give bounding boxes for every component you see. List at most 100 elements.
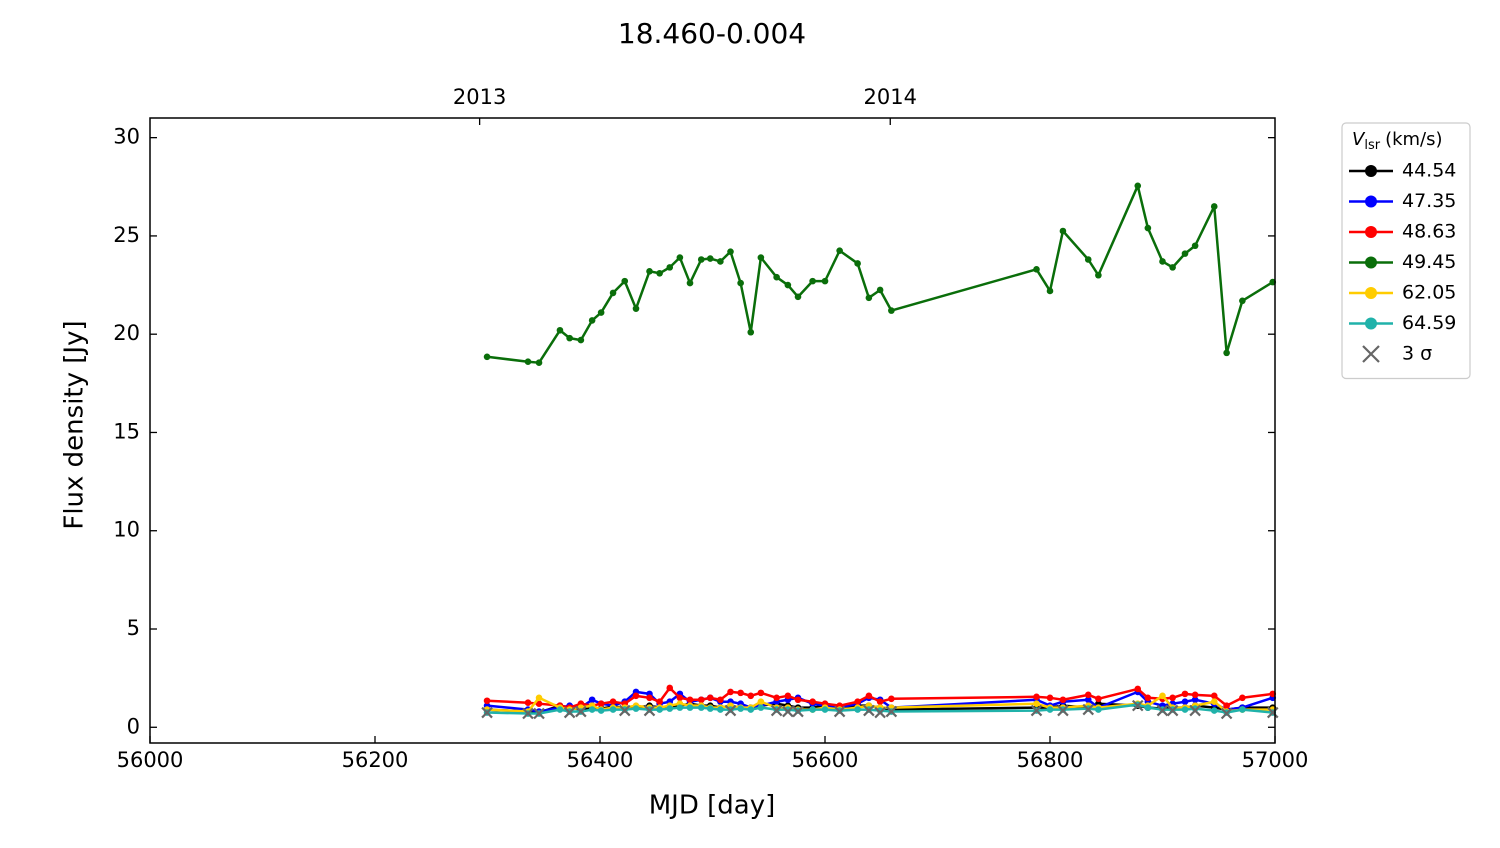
- data-point: [1144, 704, 1152, 711]
- y-tick-label: 30: [113, 125, 140, 149]
- data-point: [524, 358, 532, 366]
- data-point: [1159, 258, 1166, 265]
- sigma-marker: [792, 705, 804, 718]
- data-point: [577, 336, 585, 344]
- data-point: [1210, 203, 1218, 210]
- data-point: [888, 695, 895, 703]
- data-point: [757, 254, 765, 261]
- data-point: [1059, 696, 1067, 704]
- sigma-marker: [522, 707, 534, 720]
- data-point: [1084, 256, 1092, 263]
- data-point: [556, 326, 564, 334]
- data-point: [535, 700, 543, 707]
- data-point: [773, 694, 780, 702]
- legend-label: 49.45: [1402, 251, 1456, 273]
- data-point: [524, 699, 532, 707]
- x-tick-label: 56600: [792, 748, 859, 772]
- sigma-marker: [782, 705, 794, 718]
- sigma-marker: [724, 704, 737, 717]
- data-point: [865, 294, 873, 302]
- sigma-marker: [1057, 704, 1069, 717]
- data-point: [717, 706, 724, 713]
- data-point: [727, 688, 734, 696]
- data-point: [747, 328, 755, 336]
- data-point: [535, 694, 543, 702]
- data-point: [1095, 706, 1102, 713]
- data-point: [821, 277, 829, 285]
- sigma-marker: [1266, 706, 1279, 719]
- y-tick-label: 15: [113, 419, 140, 443]
- sigma-marker: [1220, 707, 1233, 720]
- data-point: [1223, 702, 1230, 709]
- legend-marker: [1365, 287, 1377, 299]
- data-point: [1095, 695, 1102, 703]
- sigma-marker: [1030, 704, 1043, 717]
- legend-marker: [1365, 317, 1377, 330]
- data-point: [1169, 264, 1176, 271]
- x2-tick-label: 2014: [864, 85, 917, 109]
- data-point: [757, 704, 765, 711]
- chart-title: 18.460-0.004: [618, 17, 806, 50]
- data-point: [697, 256, 705, 263]
- data-point: [656, 269, 663, 277]
- data-point: [809, 277, 816, 285]
- y-tick-label: 25: [113, 223, 140, 247]
- data-point: [821, 706, 829, 713]
- data-point: [1223, 349, 1230, 357]
- sigma-marker: [1189, 704, 1201, 717]
- sigma-marker: [863, 704, 875, 717]
- data-point: [483, 353, 491, 361]
- legend-marker: [1362, 345, 1380, 363]
- data-point: [836, 247, 843, 254]
- data-point: [1210, 707, 1218, 714]
- data-point: [784, 281, 792, 289]
- data-point: [1239, 297, 1246, 305]
- legend-marker: [1365, 165, 1377, 177]
- data-point: [686, 704, 694, 711]
- x-tick-label: 56200: [342, 748, 409, 772]
- sigma-marker: [885, 705, 898, 718]
- data-point: [706, 705, 714, 712]
- data-point: [1210, 698, 1218, 706]
- data-point: [566, 334, 573, 342]
- data-point: [1169, 694, 1176, 702]
- data-point: [1046, 287, 1054, 295]
- x-tick-label: 56800: [1017, 748, 1084, 772]
- data-point: [747, 692, 755, 700]
- sigma-marker: [874, 706, 886, 719]
- data-point: [717, 696, 724, 704]
- data-point: [1033, 266, 1040, 273]
- data-point: [676, 254, 684, 261]
- data-point: [666, 705, 674, 712]
- data-point: [1046, 706, 1054, 713]
- x-tick-label: 57000: [1242, 748, 1309, 772]
- data-point: [666, 264, 674, 271]
- data-point: [706, 694, 714, 702]
- data-point: [876, 286, 884, 294]
- y-tick-label: 5: [127, 616, 140, 640]
- data-point: [1191, 696, 1199, 704]
- data-point: [865, 692, 873, 700]
- data-point: [854, 260, 861, 267]
- sigma-marker: [563, 706, 576, 719]
- data-point: [1033, 693, 1040, 701]
- data-point: [737, 705, 744, 712]
- sigma-marker: [1082, 703, 1095, 716]
- data-point: [794, 293, 802, 301]
- x2-tick-label: 2013: [453, 85, 506, 109]
- legend-label: 3 σ: [1402, 343, 1432, 365]
- data-point: [1181, 698, 1189, 706]
- sigma-marker: [533, 707, 545, 720]
- legend-marker: [1365, 226, 1377, 238]
- data-point: [1191, 242, 1199, 250]
- legend-label: 48.63: [1402, 221, 1456, 243]
- y-axis-label: Flux density [Jy]: [60, 320, 90, 529]
- data-point: [686, 696, 694, 704]
- legend-title: Vlsr (km/s): [1352, 129, 1443, 153]
- data-point: [1159, 692, 1166, 700]
- x-tick-label: 56000: [117, 748, 184, 772]
- y-tick-label: 0: [127, 714, 140, 738]
- x-axis-label: MJD [day]: [649, 791, 776, 821]
- data-point: [632, 692, 640, 700]
- data-point: [747, 706, 755, 713]
